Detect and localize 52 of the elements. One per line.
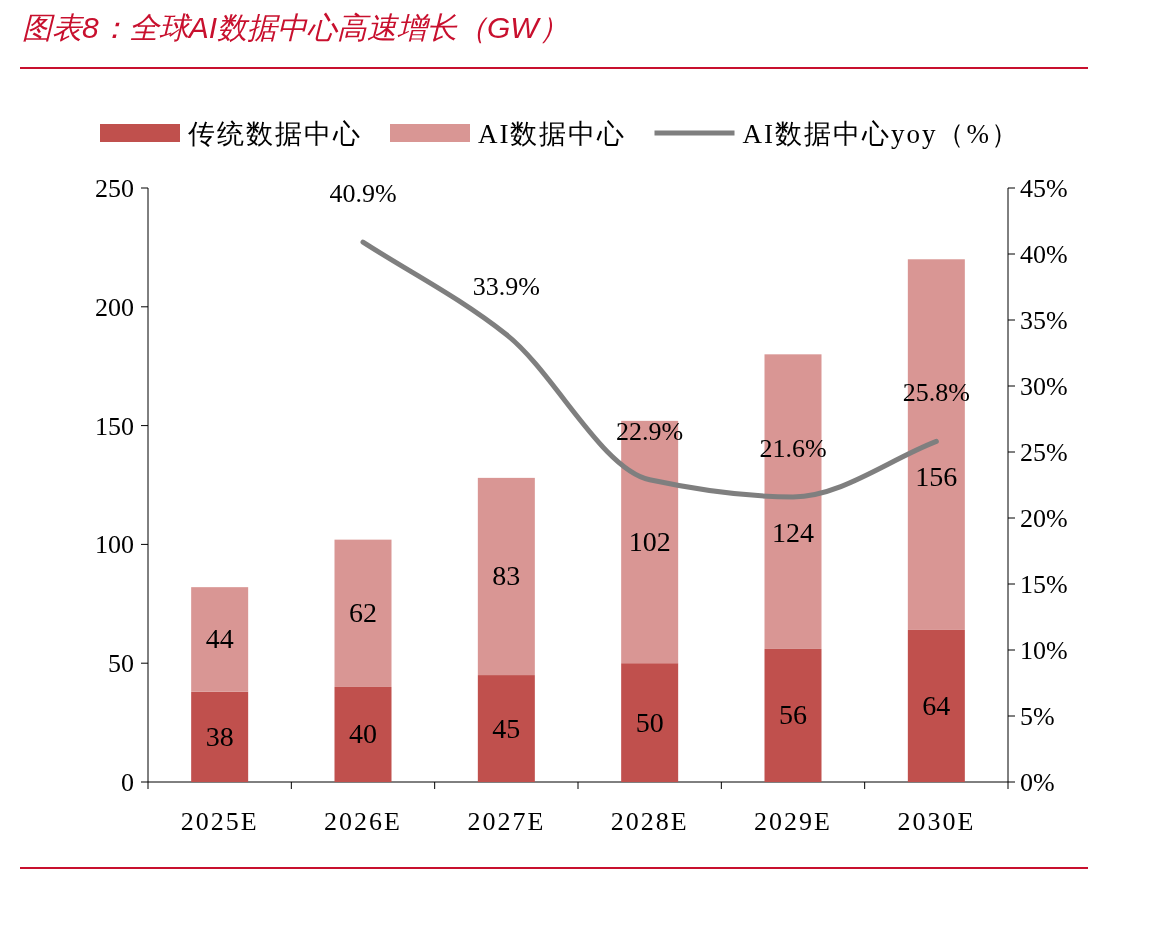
y2-tick-label: 25% xyxy=(1020,438,1068,467)
data-label: 40 xyxy=(349,718,377,750)
bar xyxy=(191,587,249,692)
x-tick-label: 2029E xyxy=(754,807,832,836)
bar xyxy=(764,648,822,782)
data-label: 102 xyxy=(628,526,671,558)
data-label: 50 xyxy=(635,706,664,738)
data-label: 25.8% xyxy=(902,378,970,408)
chart-title: 图表8：全球AI数据中心高速增长（GW） xyxy=(22,11,569,44)
x-tick-label: 2028E xyxy=(610,807,689,836)
y-tick-label: 200 xyxy=(95,292,134,322)
y-tick-label: 0 xyxy=(121,768,134,797)
x-tick-label: 2026E xyxy=(324,807,402,836)
legend-label: 传统数据中心 xyxy=(188,119,362,149)
y2-tick-label: 15% xyxy=(1020,570,1068,599)
data-label: 124 xyxy=(772,516,814,548)
y2-tick-label: 0% xyxy=(1020,768,1055,797)
y-tick-label: 250 xyxy=(95,174,134,203)
data-label: 44 xyxy=(205,623,234,655)
data-label: 45 xyxy=(492,712,521,744)
data-label: 64 xyxy=(922,689,951,721)
bar xyxy=(621,663,679,782)
y-tick-label: 50 xyxy=(108,649,134,679)
y2-tick-label: 40% xyxy=(1020,240,1068,269)
y2-tick-label: 20% xyxy=(1020,504,1068,533)
data-label: 156 xyxy=(915,461,958,493)
data-label: 56 xyxy=(779,699,807,731)
data-label: 40.9% xyxy=(329,179,397,209)
data-label: 22.9% xyxy=(616,416,684,446)
y2-tick-label: 45% xyxy=(1020,174,1068,203)
data-label: 21.6% xyxy=(759,433,827,463)
bar xyxy=(334,539,392,687)
bar xyxy=(334,686,392,782)
data-label: 38 xyxy=(205,720,234,752)
x-tick-label: 2025E xyxy=(180,807,259,836)
y2-tick-label: 5% xyxy=(1020,702,1055,731)
y2-tick-label: 30% xyxy=(1020,372,1068,401)
bar xyxy=(191,691,249,782)
y2-tick-label: 10% xyxy=(1020,636,1068,665)
data-label: 83 xyxy=(492,560,521,592)
legend-label: AI数据中心 xyxy=(478,119,627,149)
data-label: 62 xyxy=(349,597,377,629)
x-tick-label: 2030E xyxy=(897,807,976,836)
bar xyxy=(477,675,535,782)
x-tick-label: 2027E xyxy=(467,807,546,836)
data-label: 33.9% xyxy=(472,271,540,301)
y-tick-label: 100 xyxy=(95,530,134,560)
legend-label: AI数据中心yoy（%） xyxy=(742,119,1020,149)
bar xyxy=(477,477,535,676)
y2-tick-label: 35% xyxy=(1020,306,1068,335)
bar xyxy=(907,629,965,782)
y-tick-label: 150 xyxy=(95,411,134,441)
